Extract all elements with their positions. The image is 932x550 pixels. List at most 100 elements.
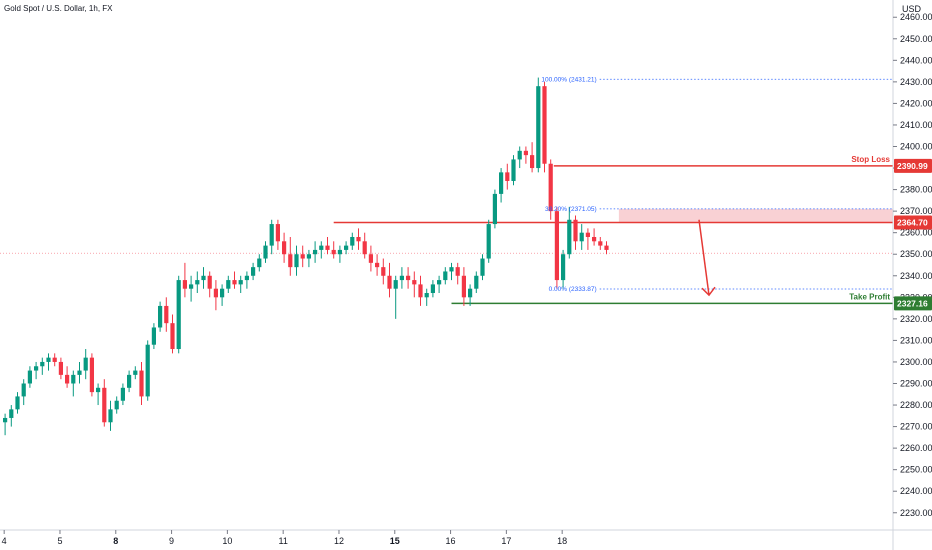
candle-body <box>170 323 175 350</box>
candle-body <box>449 267 454 272</box>
candle <box>604 241 609 255</box>
chart-title: Gold Spot / U.S. Dollar, 1h, FX <box>4 4 113 13</box>
down-arrow-shaft <box>698 219 710 296</box>
candle <box>344 241 349 255</box>
candle <box>65 366 70 388</box>
candle <box>505 163 510 190</box>
candle <box>598 236 603 250</box>
candle-body <box>232 280 237 285</box>
candle-body <box>474 275 479 289</box>
candle <box>548 159 553 220</box>
price-tick-label: 2320.00 <box>900 314 932 324</box>
candle <box>468 284 473 306</box>
candle <box>120 383 125 406</box>
price-tick-label: 2230.00 <box>900 508 932 518</box>
candle-body <box>313 249 318 255</box>
candle <box>232 271 237 289</box>
candle <box>350 232 355 250</box>
candle <box>220 284 225 306</box>
time-tick-label: 16 <box>446 536 456 546</box>
candle <box>269 219 274 255</box>
candle <box>356 228 361 250</box>
candle-body <box>505 172 510 181</box>
candle-body <box>96 387 101 393</box>
candle-body <box>34 366 39 371</box>
candle <box>189 275 194 302</box>
candle <box>46 353 51 371</box>
candle <box>263 241 268 263</box>
candle <box>480 254 485 281</box>
price-tick-label: 2250.00 <box>900 465 932 475</box>
price-axis[interactable]: 2230.00 2240.00 2250.00 2260.00 2270.00 2280.… <box>892 0 932 550</box>
candle-body <box>604 245 609 250</box>
candle-body <box>176 280 181 350</box>
candle-body <box>542 86 547 164</box>
candle-body <box>189 284 194 289</box>
candle-body <box>207 275 212 289</box>
currency-label: USD <box>902 4 922 14</box>
candle <box>282 232 287 263</box>
candle-body <box>356 236 361 242</box>
arrow-layer <box>698 219 716 297</box>
price-tick-label: 2360.00 <box>900 228 932 238</box>
supply-zone <box>618 208 893 223</box>
candle <box>393 275 398 319</box>
candle-body <box>492 193 497 225</box>
time-tick-label: 4 <box>2 536 7 546</box>
candle <box>251 262 256 281</box>
candle-body <box>71 374 76 384</box>
candle-body <box>399 275 404 281</box>
candle <box>300 245 305 268</box>
candle <box>443 267 448 285</box>
candle <box>27 366 32 388</box>
candle-body <box>46 357 51 362</box>
candle-body <box>393 280 398 289</box>
candle <box>176 275 181 354</box>
candle <box>96 383 101 406</box>
candle <box>585 228 590 250</box>
candle <box>195 271 200 294</box>
candle-body <box>40 361 45 367</box>
candle-body <box>58 361 63 375</box>
candle-body <box>226 280 231 289</box>
candle <box>461 267 466 306</box>
candle-body <box>368 254 373 263</box>
price-tick-label: 2270.00 <box>900 422 932 432</box>
down-arrow-head <box>701 286 716 297</box>
candle <box>375 254 380 276</box>
price-tick-label: 2410.00 <box>900 120 932 130</box>
candle-body <box>331 249 336 255</box>
fib-level-label: 100.00% (2431.21) <box>541 76 596 83</box>
candle <box>530 142 535 173</box>
time-tick-label: 10 <box>222 536 232 546</box>
candle <box>77 361 82 384</box>
candle <box>139 361 144 406</box>
price-tick-label: 2310.00 <box>900 335 932 345</box>
candle <box>474 271 479 294</box>
candle-body <box>530 155 535 169</box>
price-tick-label: 2240.00 <box>900 486 932 496</box>
candle-body <box>362 241 367 255</box>
candle <box>182 262 187 298</box>
candle <box>207 271 212 298</box>
time-tick-label: 18 <box>557 536 567 546</box>
candle-body <box>238 280 243 285</box>
candle-body <box>375 262 380 268</box>
candle-body <box>468 288 473 298</box>
candle-body <box>151 327 156 345</box>
candle-body <box>306 254 311 259</box>
candle-body <box>424 293 429 298</box>
candle-body <box>381 267 386 276</box>
stop-loss-label: Stop Loss <box>851 155 890 164</box>
candle-body <box>350 236 355 246</box>
candle-body <box>52 357 57 362</box>
candle-body <box>319 245 324 250</box>
candle-body <box>412 280 417 285</box>
candle <box>71 370 76 397</box>
candle-body <box>288 254 293 268</box>
candle <box>337 245 342 263</box>
time-axis[interactable]: 4 5 8 9 10 11 12 15 16 17 18 <box>0 529 932 546</box>
candle <box>554 206 559 289</box>
